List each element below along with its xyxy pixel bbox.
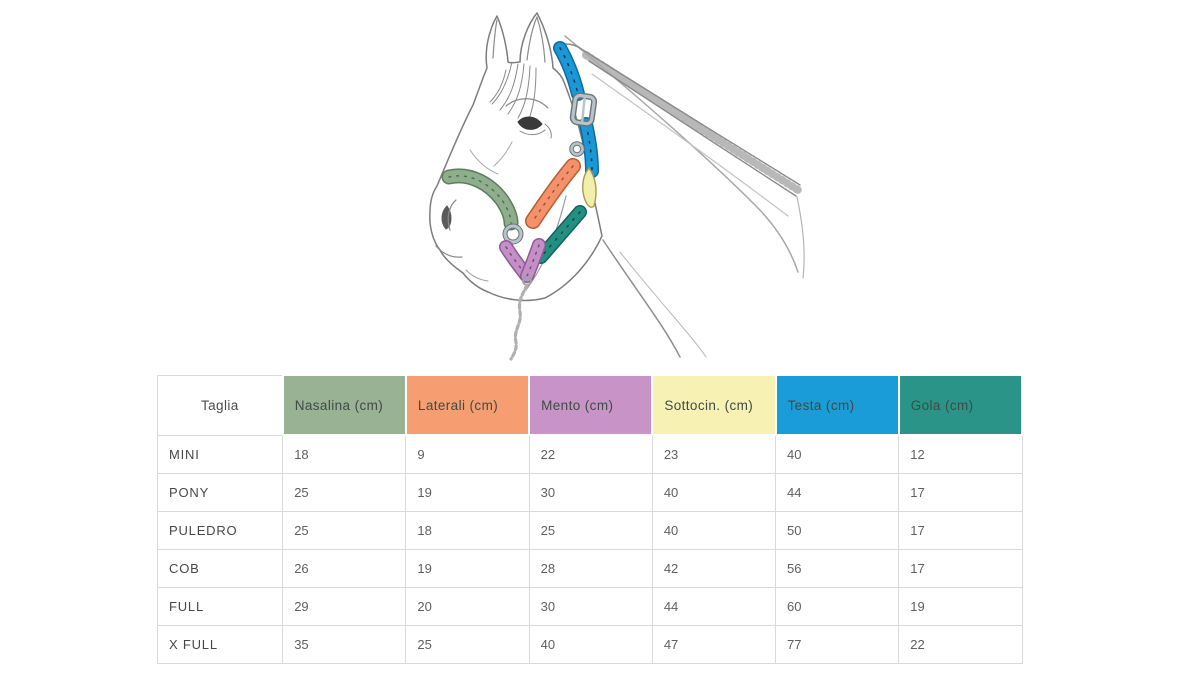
cell-sottocin: 40 xyxy=(651,511,777,550)
cell-laterali: 20 xyxy=(405,587,530,626)
cell-sottocin: 44 xyxy=(651,587,777,626)
lead-rope xyxy=(565,43,802,197)
cheek-strap-laterali xyxy=(525,158,581,229)
cell-gola: 19 xyxy=(898,587,1023,626)
cell-testa: 40 xyxy=(775,434,900,474)
cell-testa: 60 xyxy=(775,587,900,626)
cell-gola: 17 xyxy=(898,549,1023,588)
lead-chain xyxy=(509,276,532,361)
cell-sottocin: 42 xyxy=(651,549,777,588)
cell-gola: 12 xyxy=(898,434,1023,474)
crown-strap-testa xyxy=(553,41,599,178)
cell-gola: 17 xyxy=(898,473,1023,512)
jaw-ring xyxy=(502,223,524,245)
chin-strap-mento xyxy=(499,238,546,283)
cell-testa: 44 xyxy=(775,473,900,512)
horse-head-halter-illustration xyxy=(429,12,805,361)
cell-mento: 22 xyxy=(528,434,653,474)
cell-laterali: 25 xyxy=(405,625,530,664)
horse-neck-sketch xyxy=(564,35,805,358)
table-row-pony: PONY 25 19 30 40 44 17 xyxy=(156,473,1023,512)
cell-mento: 40 xyxy=(528,625,653,664)
column-header-nasalina: Nasalina (cm) xyxy=(281,374,407,436)
size-label: PULEDRO xyxy=(156,511,284,550)
cell-sottocin: 47 xyxy=(651,625,777,664)
table-row-cob: COB 26 19 28 42 56 17 xyxy=(156,549,1023,588)
table-row-full: FULL 29 20 30 44 60 19 xyxy=(156,587,1023,626)
header-row: Taglia Nasalina (cm) Laterali (cm) Mento… xyxy=(156,374,1024,436)
size-label: FULL xyxy=(156,587,284,626)
cell-testa: 50 xyxy=(775,511,900,550)
cell-mento: 25 xyxy=(528,511,653,550)
table-row-mini: MINI 18 9 22 23 40 12 xyxy=(156,434,1023,474)
cell-nasalina: 18 xyxy=(282,434,407,474)
size-label: MINI xyxy=(156,434,284,474)
cell-nasalina: 25 xyxy=(282,473,407,512)
horse-illustration-svg xyxy=(429,12,805,361)
crown-strap-buckle xyxy=(569,92,598,127)
cell-laterali: 18 xyxy=(405,511,530,550)
cell-nasalina: 35 xyxy=(282,625,407,664)
cell-laterali: 19 xyxy=(405,473,530,512)
cell-laterali: 9 xyxy=(405,434,530,474)
underchin-strap-sottocin xyxy=(582,166,597,208)
cell-nasalina: 26 xyxy=(282,549,407,588)
table-row-puledro: PULEDRO 25 18 25 40 50 17 xyxy=(156,511,1023,550)
cell-testa: 77 xyxy=(775,625,900,664)
column-header-sottocin: Sottocin. (cm) xyxy=(651,374,777,436)
cell-sottocin: 40 xyxy=(651,473,777,512)
size-chart-table: Taglia Nasalina (cm) Laterali (cm) Mento… xyxy=(156,374,1024,664)
size-label: COB xyxy=(156,549,284,588)
cell-gola: 17 xyxy=(898,511,1023,550)
cell-sottocin: 23 xyxy=(651,434,777,474)
table-row-xfull: X FULL 35 25 40 47 77 22 xyxy=(156,625,1023,664)
cell-nasalina: 25 xyxy=(282,511,407,550)
cell-nasalina: 29 xyxy=(282,587,407,626)
column-header-mento: Mento (cm) xyxy=(528,374,654,436)
cell-testa: 56 xyxy=(775,549,900,588)
size-label: X FULL xyxy=(156,625,284,664)
throat-strap-gola xyxy=(534,205,587,264)
size-label: PONY xyxy=(156,473,284,512)
column-header-taglia: Taglia xyxy=(156,374,284,436)
column-header-gola: Gola (cm) xyxy=(897,374,1024,436)
noseband-strap-nasalina xyxy=(441,168,519,231)
cell-mento: 28 xyxy=(528,549,653,588)
cell-mento: 30 xyxy=(528,473,653,512)
cell-mento: 30 xyxy=(528,587,653,626)
cell-gola: 22 xyxy=(898,625,1023,664)
cell-laterali: 19 xyxy=(405,549,530,588)
cheek-ring xyxy=(569,141,585,157)
column-header-laterali: Laterali (cm) xyxy=(404,374,531,436)
horse-face-details xyxy=(435,16,567,291)
column-header-testa: Testa (cm) xyxy=(774,374,900,436)
